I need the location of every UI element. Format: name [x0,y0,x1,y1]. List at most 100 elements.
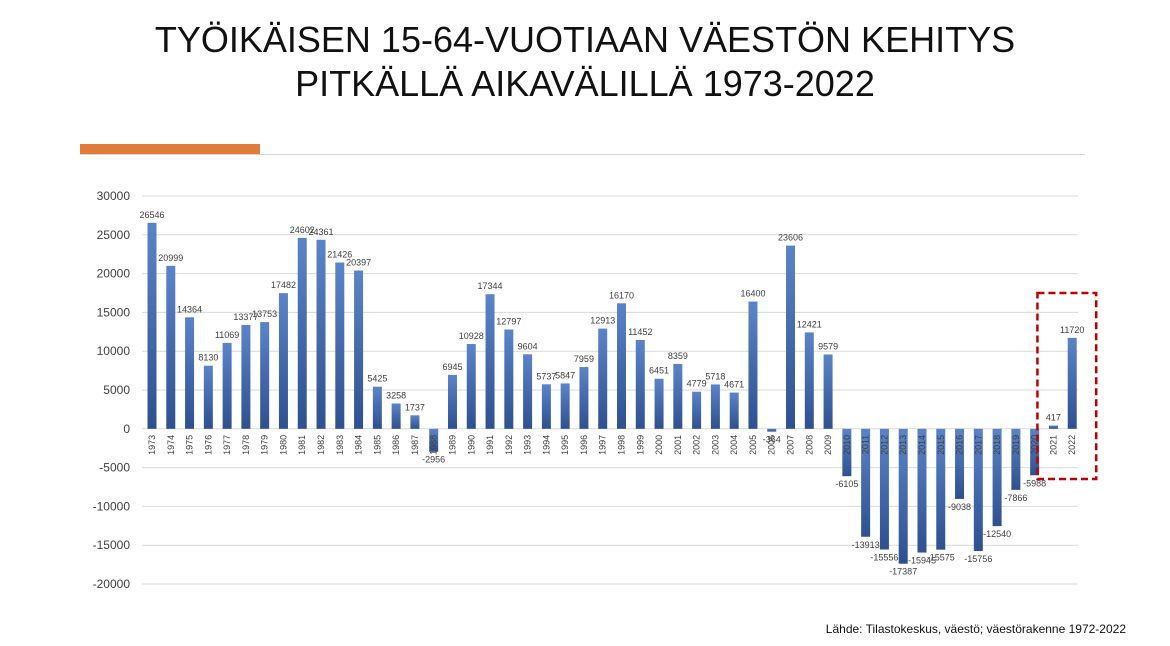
bar [1011,428,1021,490]
x-tick-label: 1977 [222,435,232,455]
x-tick-label: 1999 [635,435,645,455]
x-tick-label: 2022 [1067,435,1077,455]
bar [354,270,364,429]
data-label: 5737 [536,371,556,381]
data-label: -5988 [1023,478,1046,488]
data-label: -15756 [964,554,992,564]
x-tick-label: 1985 [372,435,382,455]
bar [466,343,476,429]
bar [861,428,871,537]
x-tick-label: 1992 [504,435,514,455]
x-tick-label: 2008 [804,435,814,455]
chart-title-line-2: PITKÄLLÄ AIKAVÄLILLÄ 1973-2022 [295,63,875,104]
data-label: 13377 [233,312,258,322]
bar [560,383,570,429]
bar [1030,428,1040,476]
bar [222,342,232,429]
data-label: 14364 [177,304,202,314]
bar [297,237,307,429]
bar [992,428,1002,527]
x-tick-label: 2003 [710,435,720,455]
x-tick-label: 1981 [297,435,307,455]
y-tick-label: -10000 [93,499,131,513]
x-tick-label: 1983 [335,435,345,455]
bar [635,339,645,429]
y-tick-label: 25000 [97,228,131,242]
x-tick-label: 1993 [523,435,533,455]
x-tick-label: 2009 [823,435,833,455]
x-tick-label: 2015 [936,435,946,455]
y-axis: 30000 25000 20000 15000 10000 5000 0 -5000 -1000… [93,189,131,591]
data-label: 16400 [740,289,765,299]
bar [260,322,270,429]
x-tick-label: 2019 [1011,435,1021,455]
x-tick-label: 2004 [729,435,739,455]
bar [447,374,457,429]
data-label: -9038 [948,502,971,512]
y-tick-label: 10000 [97,344,131,358]
y-tick-label: 15000 [97,305,131,319]
data-label: 8130 [198,353,218,363]
x-tick-label: 2012 [879,435,889,455]
data-label: 4671 [724,380,744,390]
data-label: -17387 [889,567,917,577]
data-label: -2956 [422,455,445,465]
bar [335,262,345,429]
data-label: 12421 [797,319,822,329]
bar [973,428,983,552]
bar [504,329,514,429]
bar [579,367,589,429]
bar [955,428,965,499]
bar [879,428,889,550]
data-label: 6451 [649,366,669,376]
x-axis: 1973 1974 1975 1976 1977 1978 1979 1980 1981 1982… [147,435,1077,455]
accent-bar [80,144,260,154]
x-tick-label: 1978 [241,435,251,455]
x-tick-label: 1988 [429,435,439,455]
x-tick-label: 1975 [185,435,195,455]
x-tick-label: 2005 [748,435,758,455]
x-tick-label: 1996 [579,435,589,455]
bar [185,317,195,429]
data-label: 21426 [327,250,352,260]
x-tick-label: 2011 [861,435,871,454]
bar [842,428,852,477]
chart-title: TYÖIKÄISEN 15-64-VUOTIAAN VÄESTÖN KEHITY… [0,18,1170,106]
x-tick-label: 2000 [654,435,664,455]
bar [1048,425,1058,429]
highlight-box-group [1036,291,1098,481]
data-label: -15556 [870,553,898,563]
bar [673,363,683,429]
y-tick-label: -15000 [93,538,131,552]
bar [917,428,927,553]
x-tick-label: 2001 [673,435,683,455]
data-label: 5425 [367,374,387,384]
y-tick-label: -5000 [99,461,130,475]
bar [410,415,420,429]
data-label: 5718 [705,371,725,381]
y-tick-label: 0 [123,422,130,436]
x-tick-label: 1998 [617,435,627,455]
y-tick-label: 20000 [97,267,131,281]
data-label: 17482 [271,280,296,290]
x-tick-label: 2017 [973,435,983,455]
data-label: 16170 [609,290,634,300]
title-divider [80,154,1085,155]
bar [429,428,439,452]
data-label: 6945 [442,362,462,372]
bar [786,245,796,429]
x-tick-label: 2021 [1048,435,1058,455]
bar [617,303,626,429]
x-tick-label: 1997 [598,435,608,455]
bar [710,384,720,429]
data-label: -15575 [927,553,955,563]
data-label: -7866 [1004,493,1027,503]
bar [936,428,946,550]
data-label: 1737 [405,402,425,412]
bar [166,265,176,429]
bar [523,354,533,429]
source-note: Lähde: Tilastokeskus, väestö; väestörake… [825,622,1126,636]
bar [898,428,908,564]
x-tick-label: 1984 [354,435,364,455]
x-tick-label: 2013 [898,435,908,455]
